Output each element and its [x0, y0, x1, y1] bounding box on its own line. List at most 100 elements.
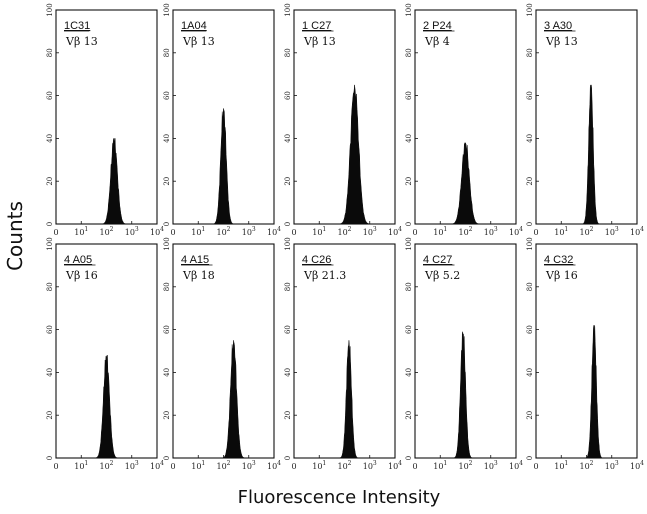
- vbeta-label: Vβ 13: [545, 35, 578, 48]
- x-tick-label: 102: [99, 226, 113, 237]
- y-tick-label: 20: [526, 411, 534, 420]
- x-tick-label: 104: [630, 460, 644, 471]
- y-tick-label: 0: [526, 222, 534, 226]
- y-tick-label: 100: [46, 3, 54, 16]
- x-tick-label: 102: [216, 226, 230, 237]
- y-tick-label: 0: [46, 222, 54, 226]
- y-tick-label: 60: [526, 91, 534, 100]
- y-tick-label: 0: [284, 222, 292, 226]
- x-tick-label: 103: [484, 460, 498, 471]
- y-tick-label: 0: [405, 222, 413, 226]
- y-tick-label: 0: [526, 456, 534, 460]
- histogram-peak: [453, 331, 473, 459]
- histogram-panel: 0 20 40 60 80 100 0 101 102 103 104 1 C27 Vβ 13: [284, 3, 402, 237]
- x-tick-label: 101: [312, 460, 326, 471]
- y-tick-label: 40: [526, 368, 534, 377]
- vbeta-label: Vβ 4: [424, 35, 450, 48]
- vbeta-label: Vβ 13: [182, 35, 215, 48]
- y-tick-label: 100: [163, 3, 171, 16]
- x-tick-label: 102: [337, 460, 351, 471]
- x-tick-label: 104: [630, 226, 644, 237]
- x-tick-label: 0: [533, 462, 538, 471]
- x-tick-label: 102: [99, 460, 113, 471]
- y-tick-label: 80: [526, 282, 534, 291]
- histogram-peak: [585, 325, 603, 459]
- x-tick-label: 102: [579, 226, 593, 237]
- x-tick-label: 103: [242, 226, 256, 237]
- x-tick-label: 0: [53, 228, 58, 237]
- clone-label: 2 P24: [423, 20, 452, 32]
- x-tick-label: 104: [267, 460, 281, 471]
- histogram-panel: 0 20 40 60 80 100 0 101 102 103 104 4 A15 Vβ 18: [163, 237, 281, 471]
- x-tick-label: 103: [605, 226, 619, 237]
- histogram-peak: [339, 84, 370, 225]
- x-tick-label: 101: [74, 226, 88, 237]
- histogram-peak: [339, 340, 359, 459]
- y-tick-label: 80: [284, 282, 292, 291]
- y-tick-label: 80: [163, 48, 171, 57]
- histogram-panel: 0 20 40 60 80 100 0 101 102 103 104 2 P24 Vβ 4: [405, 3, 523, 237]
- y-tick-label: 40: [526, 134, 534, 143]
- x-tick-label: 101: [554, 460, 568, 471]
- x-tick-label: 101: [554, 226, 568, 237]
- x-tick-label: 101: [74, 460, 88, 471]
- x-tick-label: 101: [312, 226, 326, 237]
- y-tick-label: 60: [284, 91, 292, 100]
- y-tick-label: 40: [163, 134, 171, 143]
- clone-label: 1C31: [64, 20, 90, 32]
- x-tick-label: 103: [363, 460, 377, 471]
- y-tick-label: 0: [163, 456, 171, 460]
- y-tick-label: 100: [284, 237, 292, 250]
- y-tick-label: 100: [526, 237, 534, 250]
- x-tick-label: 101: [433, 226, 447, 237]
- y-tick-label: 0: [284, 456, 292, 460]
- x-tick-label: 103: [242, 460, 256, 471]
- y-tick-label: 60: [526, 325, 534, 334]
- y-tick-label: 0: [405, 456, 413, 460]
- histogram-peak: [582, 84, 600, 225]
- x-tick-label: 103: [484, 226, 498, 237]
- histogram-peak: [102, 138, 127, 225]
- vbeta-label: Vβ 21.3: [303, 269, 346, 282]
- y-tick-label: 0: [163, 222, 171, 226]
- clone-label: 4 C27: [423, 254, 452, 266]
- x-tick-label: 104: [267, 226, 281, 237]
- x-tick-label: 0: [53, 462, 58, 471]
- x-tick-label: 104: [388, 460, 402, 471]
- y-tick-label: 20: [46, 411, 54, 420]
- panels-layer: 0 20 40 60 80 100 0 101 102 103 104 1C31 Vβ 13 0 20 40 6…: [46, 3, 644, 471]
- clone-label: 1 C27: [302, 20, 331, 32]
- x-tick-label: 102: [458, 226, 472, 237]
- y-tick-label: 80: [405, 48, 413, 57]
- vbeta-label: Vβ 13: [65, 35, 98, 48]
- x-tick-label: 101: [433, 460, 447, 471]
- x-tick-label: 102: [337, 226, 351, 237]
- x-tick-label: 102: [458, 460, 472, 471]
- vbeta-label: Vβ 16: [545, 269, 578, 282]
- histogram-peak: [95, 355, 118, 459]
- y-tick-label: 60: [405, 325, 413, 334]
- y-tick-label: 20: [405, 177, 413, 186]
- y-tick-label: 80: [163, 282, 171, 291]
- clone-label: 4 A05: [64, 254, 92, 266]
- y-tick-label: 100: [163, 237, 171, 250]
- histogram-panel: 0 20 40 60 80 100 0 101 102 103 104 4 C32 Vβ 16: [526, 237, 644, 471]
- y-tick-label: 40: [284, 368, 292, 377]
- y-tick-label: 60: [46, 325, 54, 334]
- vbeta-label: Vβ 16: [65, 269, 98, 282]
- x-tick-label: 102: [579, 460, 593, 471]
- histogram-panel: 0 20 40 60 80 100 0 101 102 103 104 3 A30 Vβ 13: [526, 3, 644, 237]
- y-tick-label: 100: [405, 237, 413, 250]
- y-tick-label: 40: [163, 368, 171, 377]
- y-tick-label: 100: [405, 3, 413, 16]
- x-tick-label: 104: [509, 460, 523, 471]
- y-tick-label: 20: [284, 411, 292, 420]
- x-tick-label: 104: [150, 460, 164, 471]
- vbeta-label: Vβ 18: [182, 269, 215, 282]
- x-tick-label: 103: [125, 460, 139, 471]
- histogram-peak: [213, 108, 234, 225]
- y-tick-label: 60: [284, 325, 292, 334]
- y-tick-label: 60: [46, 91, 54, 100]
- x-tick-label: 104: [509, 226, 523, 237]
- histogram-panel: 0 20 40 60 80 100 0 101 102 103 104 4 C27 Vβ 5.2: [405, 237, 523, 471]
